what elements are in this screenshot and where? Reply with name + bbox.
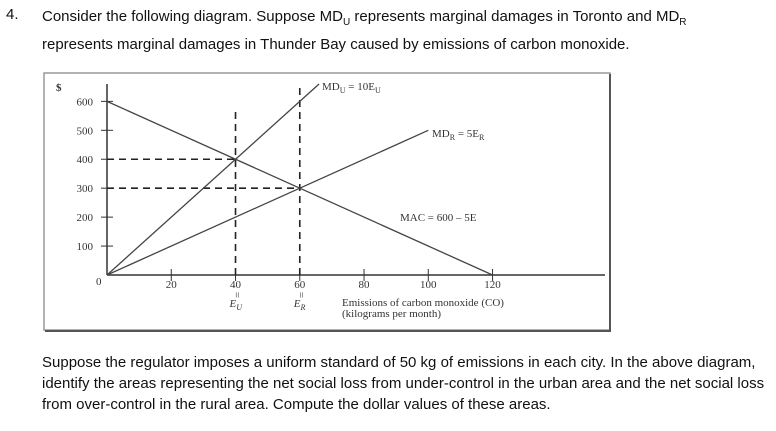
curve-label: MDU = 10EU: [322, 81, 381, 95]
diagram-frame: [43, 72, 611, 331]
y-unit: $: [56, 82, 62, 94]
label-run: MD: [432, 128, 450, 140]
curve-label: MAC = 600 – 5E: [400, 212, 477, 224]
y-tick-label: 300: [77, 183, 94, 195]
note-sub: R: [300, 303, 306, 312]
x-note: ER: [293, 298, 306, 312]
label-sub: R: [450, 133, 456, 142]
y-tick-label: 100: [77, 241, 94, 253]
equals-sign: =: [231, 292, 243, 298]
y-tick-label: 500: [77, 125, 94, 137]
x-note: EU: [229, 298, 244, 312]
equals-sign: =: [295, 292, 307, 298]
x-tick-label: 60: [294, 279, 306, 291]
x-tick-label: 20: [166, 279, 178, 291]
x-tick-label: 80: [359, 279, 371, 291]
x-axis-title: Emissions of carbon monoxide (CO): [342, 297, 504, 309]
label-run: = 5E: [455, 128, 479, 140]
note-sub: U: [236, 303, 243, 312]
label-sub: U: [375, 86, 381, 95]
text-run: represents marginal damages in Toronto a…: [350, 8, 680, 25]
subscript: U: [343, 17, 351, 28]
text-run: Consider the following diagram. Suppose …: [42, 8, 343, 25]
x-tick-label: 40: [230, 279, 242, 291]
x-tick-label: 120: [484, 279, 501, 291]
question-text: Consider the following diagram. Suppose …: [42, 6, 742, 56]
curve-label: MDR = 5ER: [432, 128, 485, 142]
x-tick-label: 100: [420, 279, 437, 291]
label-run: MD: [322, 81, 340, 93]
curve: [106, 100, 493, 276]
label-sub: R: [479, 133, 485, 142]
followup-text: Suppose the regulator imposes a uniform …: [42, 354, 765, 413]
label-sub: U: [340, 86, 346, 95]
note-label: E: [293, 298, 301, 310]
label-run: MAC = 600 – 5E: [400, 212, 477, 224]
x-axis-title: (kilograms per month): [342, 308, 441, 320]
origin-label: 0: [96, 276, 102, 288]
y-tick-label: 200: [77, 212, 94, 224]
note-label: E: [229, 298, 237, 310]
label-run: = 10E: [346, 81, 376, 93]
y-tick-label: 400: [77, 154, 94, 166]
y-tick-label: 600: [77, 96, 94, 108]
curve: [106, 129, 429, 276]
subscript: R: [679, 17, 687, 28]
curve: [106, 83, 320, 276]
text-run: represents marginal damages in Thunder B…: [42, 36, 630, 53]
question-number: 4.: [6, 6, 19, 23]
